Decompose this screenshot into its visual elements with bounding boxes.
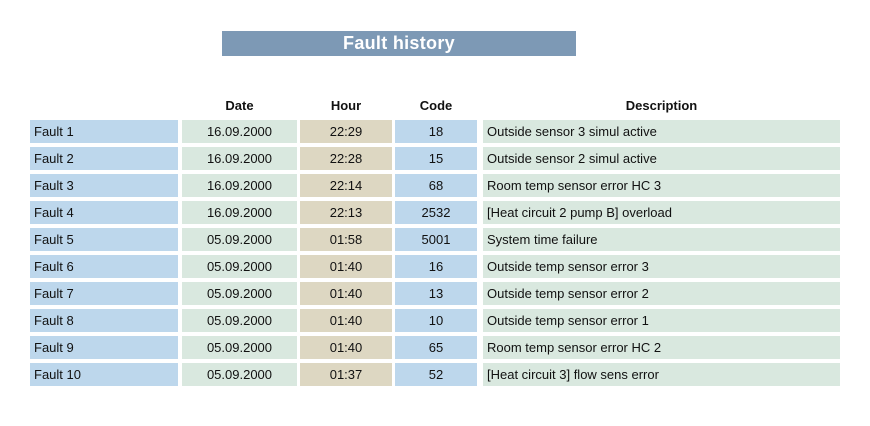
title-banner: Fault history xyxy=(222,31,576,56)
hour-cell: 01:37 xyxy=(300,363,392,386)
hour-cell: 01:40 xyxy=(300,336,392,359)
date-cell: 05.09.2000 xyxy=(182,336,297,359)
description-cell: Outside temp sensor error 1 xyxy=(483,309,840,332)
page-title: Fault history xyxy=(343,33,455,53)
fault-label-cell: Fault 9 xyxy=(30,336,178,359)
table-row: Fault 10 05.09.2000 01:37 52 [Heat circu… xyxy=(30,363,840,386)
code-cell: 2532 xyxy=(395,201,477,224)
code-cell: 18 xyxy=(395,120,477,143)
table-header-row: Date Hour Code Description xyxy=(30,94,840,116)
description-cell: Room temp sensor error HC 3 xyxy=(483,174,840,197)
description-cell: System time failure xyxy=(483,228,840,251)
hour-cell: 01:40 xyxy=(300,255,392,278)
table-row: Fault 6 05.09.2000 01:40 16 Outside temp… xyxy=(30,255,840,278)
hour-cell: 22:29 xyxy=(300,120,392,143)
description-cell: [Heat circuit 3] flow sens error xyxy=(483,363,840,386)
code-cell: 13 xyxy=(395,282,477,305)
description-cell: [Heat circuit 2 pump B] overload xyxy=(483,201,840,224)
table-row: Fault 3 16.09.2000 22:14 68 Room temp se… xyxy=(30,174,840,197)
fault-label-cell: Fault 2 xyxy=(30,147,178,170)
code-cell: 16 xyxy=(395,255,477,278)
code-cell: 15 xyxy=(395,147,477,170)
fault-label-cell: Fault 7 xyxy=(30,282,178,305)
fault-label-cell: Fault 10 xyxy=(30,363,178,386)
description-cell: Outside temp sensor error 3 xyxy=(483,255,840,278)
hour-cell: 22:28 xyxy=(300,147,392,170)
fault-label-cell: Fault 6 xyxy=(30,255,178,278)
table-row: Fault 1 16.09.2000 22:29 18 Outside sens… xyxy=(30,120,840,143)
date-cell: 16.09.2000 xyxy=(182,174,297,197)
code-cell: 5001 xyxy=(395,228,477,251)
table-row: Fault 2 16.09.2000 22:28 15 Outside sens… xyxy=(30,147,840,170)
fault-label-cell: Fault 5 xyxy=(30,228,178,251)
date-cell: 05.09.2000 xyxy=(182,363,297,386)
column-header-hour: Hour xyxy=(330,97,362,113)
fault-label-cell: Fault 4 xyxy=(30,201,178,224)
table-row: Fault 8 05.09.2000 01:40 10 Outside temp… xyxy=(30,309,840,332)
table-row: Fault 7 05.09.2000 01:40 13 Outside temp… xyxy=(30,282,840,305)
code-cell: 65 xyxy=(395,336,477,359)
date-cell: 05.09.2000 xyxy=(182,282,297,305)
date-cell: 16.09.2000 xyxy=(182,201,297,224)
column-header-code: Code xyxy=(419,97,453,113)
code-cell: 52 xyxy=(395,363,477,386)
column-header-date: Date xyxy=(225,97,254,113)
hour-cell: 22:14 xyxy=(300,174,392,197)
table-row: Fault 5 05.09.2000 01:58 5001 System tim… xyxy=(30,228,840,251)
description-cell: Outside temp sensor error 2 xyxy=(483,282,840,305)
date-cell: 05.09.2000 xyxy=(182,255,297,278)
date-cell: 05.09.2000 xyxy=(182,228,297,251)
code-cell: 10 xyxy=(395,309,477,332)
hour-cell: 22:13 xyxy=(300,201,392,224)
fault-label-cell: Fault 1 xyxy=(30,120,178,143)
date-cell: 16.09.2000 xyxy=(182,147,297,170)
hour-cell: 01:40 xyxy=(300,282,392,305)
fault-label-cell: Fault 3 xyxy=(30,174,178,197)
description-cell: Outside sensor 2 simul active xyxy=(483,147,840,170)
code-cell: 68 xyxy=(395,174,477,197)
table-row: Fault 4 16.09.2000 22:13 2532 [Heat circ… xyxy=(30,201,840,224)
date-cell: 05.09.2000 xyxy=(182,309,297,332)
description-cell: Outside sensor 3 simul active xyxy=(483,120,840,143)
fault-history-table: Fault 1 16.09.2000 22:29 18 Outside sens… xyxy=(30,120,840,386)
hour-cell: 01:40 xyxy=(300,309,392,332)
description-cell: Room temp sensor error HC 2 xyxy=(483,336,840,359)
column-header-description: Description xyxy=(625,97,698,113)
table-row: Fault 9 05.09.2000 01:40 65 Room temp se… xyxy=(30,336,840,359)
date-cell: 16.09.2000 xyxy=(182,120,297,143)
hour-cell: 01:58 xyxy=(300,228,392,251)
fault-label-cell: Fault 8 xyxy=(30,309,178,332)
